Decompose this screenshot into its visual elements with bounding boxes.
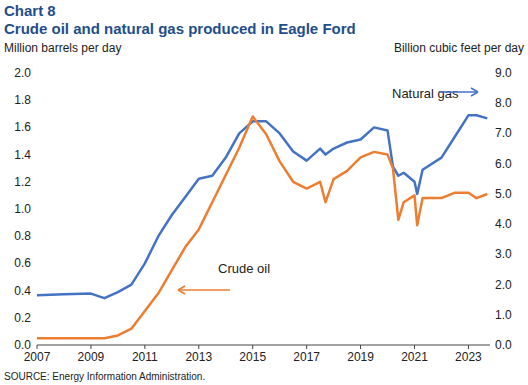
x-tick	[144, 345, 145, 349]
arrow-head	[471, 88, 478, 96]
series-label: Natural gas	[392, 86, 459, 101]
x-tick-label: 2015	[239, 350, 266, 364]
x-tick	[198, 345, 199, 349]
y-tick-label: 0.6	[14, 256, 31, 270]
series-line	[37, 117, 487, 339]
y2-tick	[490, 133, 493, 134]
y2-tick-label: 7.0	[495, 126, 512, 140]
y2-tick	[490, 73, 493, 74]
x-tick	[37, 345, 38, 349]
y2-tick	[490, 193, 493, 194]
y2-tick-label: 0.0	[495, 338, 512, 352]
y-tick-label: 0.2	[14, 311, 31, 325]
y-tick	[34, 154, 37, 155]
x-tick-label: 2019	[347, 350, 374, 364]
subtitle: Crude oil and natural gas produced in Ea…	[4, 20, 356, 37]
y2-tick-label: 3.0	[495, 247, 512, 261]
x-tick	[468, 345, 469, 349]
x-tick	[90, 345, 91, 349]
y-tick	[34, 236, 37, 237]
y-tick	[34, 181, 37, 182]
x-tick	[306, 345, 307, 349]
x-tick	[414, 345, 415, 349]
y2-tick	[490, 284, 493, 285]
x-tick-label: 2011	[132, 350, 158, 364]
y-tick-label: 1.6	[14, 120, 31, 134]
arrow	[178, 289, 230, 291]
plot-area	[37, 115, 487, 338]
x-tick	[360, 345, 361, 349]
y-tick	[34, 263, 37, 264]
y-tick	[34, 209, 37, 210]
x-tick-label: 2023	[455, 350, 482, 364]
y-tick	[34, 317, 37, 318]
x-tick-label: 2009	[78, 350, 105, 364]
y2-tick	[490, 224, 493, 225]
series-label: Crude oil	[218, 261, 270, 276]
y-axis-label: Million barrels per day	[4, 41, 121, 55]
y-tick-label: 2.0	[14, 66, 31, 80]
title: Chart 8	[4, 2, 56, 19]
x-axis	[37, 345, 490, 346]
y2-tick-label: 6.0	[495, 157, 512, 171]
y2-tick-label: 1.0	[495, 308, 512, 322]
x-tick-label: 2007	[24, 350, 51, 364]
y-tick-label: 1.8	[14, 93, 31, 107]
y-tick-label: 1.4	[14, 148, 31, 162]
y2-axis-label: Billion cubic feet per day	[394, 41, 524, 55]
y-tick	[34, 290, 37, 291]
y-tick-label: 0.8	[14, 229, 31, 243]
y-tick-label: 1.2	[14, 175, 31, 189]
y2-tick	[490, 103, 493, 104]
chart: Chart 8Crude oil and natural gas produce…	[0, 0, 528, 385]
y-tick-label: 1.0	[14, 202, 31, 216]
x-tick-label: 2021	[401, 350, 428, 364]
y-tick	[34, 100, 37, 101]
y2-tick-label: 8.0	[495, 96, 512, 110]
y-tick-label: 0.4	[14, 284, 31, 298]
arrow-head	[178, 286, 185, 294]
y2-tick	[490, 254, 493, 255]
y-tick	[34, 127, 37, 128]
x-tick-label: 2013	[185, 350, 212, 364]
x-tick-label: 2017	[293, 350, 320, 364]
y2-tick	[490, 163, 493, 164]
y2-tick	[490, 345, 493, 346]
x-tick	[252, 345, 253, 349]
y2-tick	[490, 314, 493, 315]
y2-tick-label: 5.0	[495, 187, 512, 201]
y2-tick-label: 4.0	[495, 217, 512, 231]
source: SOURCE: Energy Information Administratio…	[4, 371, 205, 382]
y2-tick-label: 2.0	[495, 278, 512, 292]
y2-tick-label: 9.0	[495, 66, 512, 80]
y-tick	[34, 73, 37, 74]
arrow	[440, 91, 478, 93]
